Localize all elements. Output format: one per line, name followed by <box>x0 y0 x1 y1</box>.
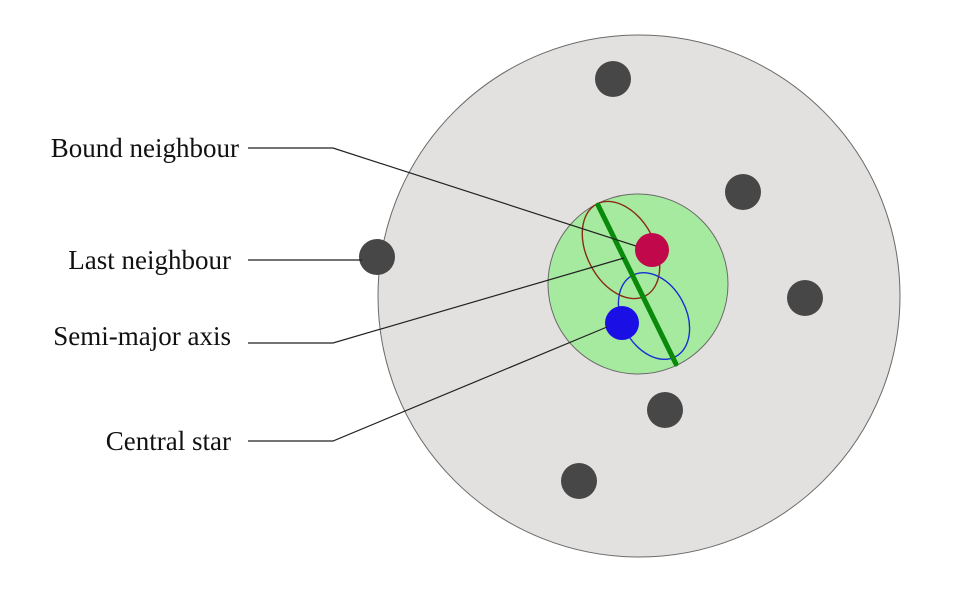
semi-major-axis-leader <box>248 257 625 344</box>
last-neighbour-label: Last neighbour <box>68 245 231 275</box>
leader-lines <box>248 147 637 442</box>
last-neighbour-star <box>359 239 395 275</box>
neighbour-stars <box>359 61 823 499</box>
semi-major-axis-label: Semi-major axis <box>53 321 231 351</box>
semi-major-axis-line <box>595 202 679 367</box>
central-star <box>605 306 639 340</box>
bound-neighbour-star <box>635 233 669 267</box>
bound-neighbour-label: Bound neighbour <box>51 133 239 163</box>
neighbour-star <box>561 463 597 499</box>
neighbour-star <box>647 392 683 428</box>
bound-neighbour-leader <box>248 147 637 247</box>
neighbour-star <box>725 174 761 210</box>
central-star-leader <box>248 326 608 442</box>
neighbour-star <box>787 280 823 316</box>
neighbour-star <box>595 61 631 97</box>
central-star-label: Central star <box>106 426 231 456</box>
